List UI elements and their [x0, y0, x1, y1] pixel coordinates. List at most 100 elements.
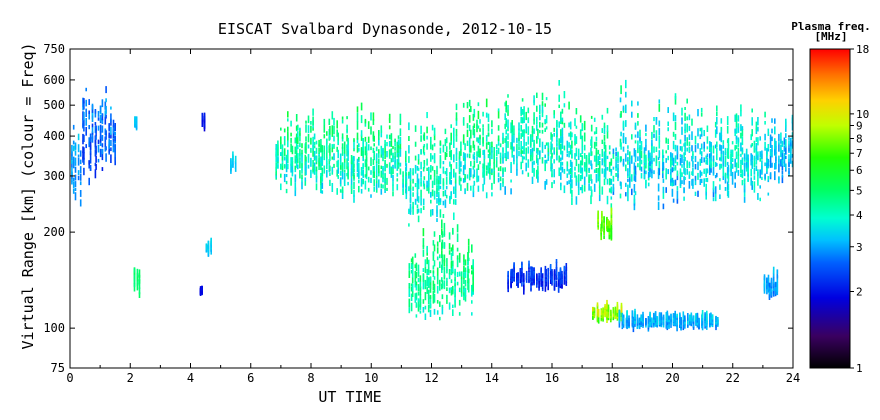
echo-mark — [318, 152, 320, 157]
echo-mark — [521, 98, 524, 102]
echo-mark — [581, 123, 584, 132]
echo-mark — [764, 133, 766, 141]
echo-mark — [507, 141, 509, 148]
echo-mark — [662, 192, 665, 199]
echo-mark — [463, 261, 465, 265]
echo-mark — [489, 147, 491, 156]
echo-mark — [608, 161, 611, 170]
echo-mark — [436, 300, 439, 304]
echo-mark — [597, 210, 599, 217]
echo-mark — [343, 169, 346, 173]
echo-mark — [483, 156, 486, 164]
echo-mark — [610, 178, 613, 185]
echo-mark — [408, 287, 411, 294]
echo-mark — [422, 180, 425, 187]
echo-mark — [575, 196, 578, 205]
echo-mark — [566, 144, 569, 154]
echo-mark — [759, 185, 761, 189]
echo-mark — [464, 143, 466, 151]
colorbar-tick-label: 9 — [856, 120, 863, 133]
echo-mark — [785, 139, 787, 148]
echo-mark — [724, 172, 727, 179]
x-tick-label: 24 — [786, 371, 800, 385]
echo-mark — [471, 312, 473, 316]
echo-mark — [558, 121, 560, 128]
echo-mark — [458, 299, 461, 306]
echo-mark — [331, 145, 334, 153]
echo-mark — [315, 169, 318, 179]
x-tick-label: 4 — [187, 371, 194, 385]
echo-mark — [511, 150, 513, 154]
echo-mark — [439, 254, 441, 259]
echo-mark — [755, 143, 758, 151]
echo-mark — [637, 113, 639, 118]
echo-mark — [409, 210, 412, 215]
echo-mark — [399, 120, 402, 126]
echo-mark — [692, 160, 694, 168]
echo-mark — [305, 166, 307, 176]
echo-mark — [429, 296, 432, 303]
echo-mark — [759, 197, 761, 202]
echo-mark — [778, 177, 780, 184]
echo-mark — [634, 134, 637, 138]
echo-mark — [755, 127, 758, 134]
echo-mark — [585, 170, 588, 177]
echo-mark — [544, 144, 546, 150]
echo-mark — [676, 313, 678, 318]
echo-mark — [291, 150, 294, 155]
echo-mark — [329, 148, 331, 156]
echo-mark — [499, 166, 502, 172]
echo-mark — [766, 160, 768, 169]
echo-mark — [569, 144, 572, 151]
echo-mark — [297, 136, 299, 144]
echo-mark — [672, 131, 675, 137]
echo-mark — [479, 136, 481, 146]
echo-mark — [683, 143, 685, 147]
echo-mark — [735, 167, 738, 173]
echo-mark — [568, 101, 570, 110]
echo-mark — [294, 155, 297, 164]
echo-mark — [513, 146, 515, 152]
echo-mark — [99, 131, 102, 139]
echo-mark — [547, 268, 549, 277]
echo-mark — [326, 144, 328, 150]
echo-mark — [485, 170, 488, 176]
echo-mark — [290, 143, 292, 153]
echo-mark — [329, 134, 331, 140]
echo-mark — [422, 245, 425, 250]
echo-mark — [712, 197, 715, 202]
echo-mark — [684, 168, 686, 176]
echo-mark — [445, 168, 448, 177]
echo-mark — [210, 237, 212, 245]
echo-mark — [439, 147, 442, 154]
echo-mark — [672, 180, 675, 186]
echo-mark — [364, 180, 367, 190]
echo-mark — [780, 160, 782, 167]
echo-mark — [643, 147, 646, 154]
echo-mark — [422, 238, 425, 247]
echo-mark — [382, 147, 384, 156]
echo-mark — [691, 155, 693, 162]
echo-mark — [520, 116, 522, 124]
echo-mark — [730, 151, 732, 160]
echo-mark — [426, 185, 428, 192]
x-tick-label: 2 — [127, 371, 134, 385]
echo-mark — [362, 154, 364, 158]
echo-mark — [313, 145, 316, 149]
echo-mark — [692, 178, 694, 186]
echo-mark — [740, 159, 742, 165]
echo-mark — [482, 150, 484, 155]
echo-mark — [417, 291, 420, 296]
echo-mark — [312, 160, 314, 164]
echo-mark — [560, 183, 562, 187]
echo-mark — [386, 163, 388, 168]
echo-mark — [755, 165, 758, 171]
echo-mark — [392, 167, 394, 175]
echo-mark — [751, 143, 753, 147]
echo-mark — [483, 149, 486, 159]
echo-mark — [676, 186, 679, 191]
echo-mark — [350, 155, 353, 163]
echo-mark — [493, 150, 495, 160]
echo-mark — [370, 157, 372, 166]
echo-mark — [329, 172, 331, 176]
